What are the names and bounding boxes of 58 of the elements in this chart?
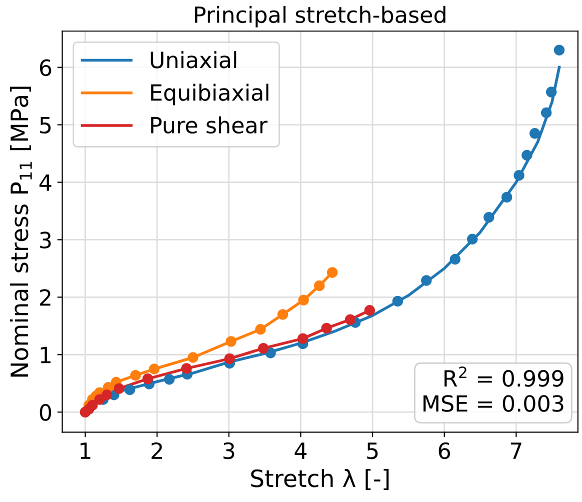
point xyxy=(101,390,112,400)
x-tick-label: 1 xyxy=(80,442,90,459)
legend-label: Uniaxial xyxy=(150,51,236,68)
point xyxy=(226,336,236,347)
point xyxy=(164,374,175,385)
y-tick-label: 1 xyxy=(40,346,50,364)
point xyxy=(450,254,460,265)
point xyxy=(364,305,376,316)
y-tick-label: 4 xyxy=(40,174,52,191)
point xyxy=(181,363,192,374)
point xyxy=(114,383,124,394)
point xyxy=(87,400,98,411)
point xyxy=(142,373,154,384)
y-tick-label: 2 xyxy=(40,289,50,306)
legend-label: Equibiaxial xyxy=(151,84,268,106)
point xyxy=(258,342,269,354)
legend-label: Pure shear xyxy=(151,116,268,134)
point xyxy=(392,296,404,307)
point xyxy=(124,384,136,396)
x-tick-label: 5 xyxy=(367,442,378,460)
point xyxy=(554,44,565,56)
point xyxy=(224,353,235,364)
point xyxy=(501,192,512,203)
point xyxy=(277,309,288,320)
annotation: R$^{2}$ = 0.999 xyxy=(444,366,564,387)
y-tick-label: 3 xyxy=(40,232,51,248)
point xyxy=(321,322,332,334)
point xyxy=(94,394,105,405)
x-tick-label: 4 xyxy=(294,442,307,459)
point xyxy=(344,314,356,325)
point xyxy=(546,86,557,98)
point xyxy=(421,275,432,286)
x-tick-label: 3 xyxy=(224,442,234,460)
point xyxy=(265,348,276,358)
x-tick-label: 2 xyxy=(152,442,162,459)
chart-title: Principal stretch-based xyxy=(195,6,446,28)
x-tick-label: 6 xyxy=(438,442,450,460)
annotation: MSE = 0.003 xyxy=(424,395,564,412)
point xyxy=(484,212,494,223)
y-tick-label: 6 xyxy=(40,59,52,76)
point xyxy=(298,294,309,306)
x-tick-label: 7 xyxy=(510,442,522,459)
point xyxy=(326,267,338,278)
point xyxy=(188,352,198,363)
point xyxy=(130,370,141,381)
y-tick-label: 0 xyxy=(40,404,52,421)
point xyxy=(298,333,308,344)
x-axis-title: Stretch λ [-] xyxy=(251,469,389,490)
point xyxy=(529,128,540,139)
point xyxy=(540,107,552,118)
point xyxy=(514,170,524,181)
point xyxy=(467,234,478,244)
y-axis-title: Nominal stress P$_{11}$ [MPa] xyxy=(10,86,32,377)
point xyxy=(522,150,532,161)
point xyxy=(148,364,160,374)
point xyxy=(255,324,266,335)
y-tick-label: 5 xyxy=(40,117,51,134)
point xyxy=(314,280,325,292)
